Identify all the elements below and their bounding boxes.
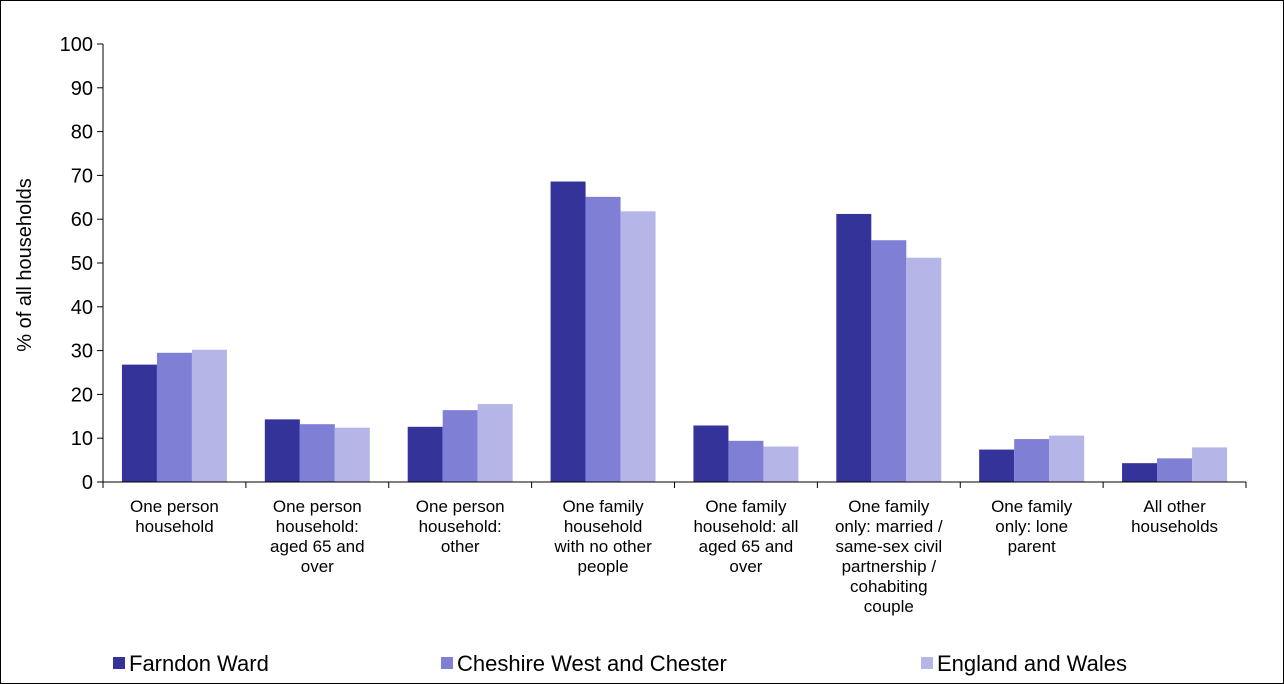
- x-tick-label-line: One person: [130, 497, 219, 516]
- x-tick-label-line: same-sex civil: [835, 537, 942, 556]
- y-tick-label: 90: [71, 78, 93, 100]
- y-axis-title-group: % of all households: [14, 178, 36, 351]
- y-axis-title: % of all households: [14, 178, 36, 351]
- x-tick-label: One person household: other: [416, 497, 505, 556]
- legend: Farndon Ward Cheshire West and Chester Eng…: [113, 651, 1127, 676]
- y-tick-label: 80: [71, 122, 93, 144]
- bar: [477, 404, 513, 482]
- legend-swatch: [113, 657, 125, 669]
- x-tick-label-line: All other: [1143, 497, 1206, 516]
- legend-swatch: [921, 657, 933, 669]
- bar: [871, 240, 907, 482]
- bar: [264, 419, 300, 482]
- x-tick-label-line: households: [1131, 517, 1218, 536]
- x-tick-label: One family only: lone parent: [991, 497, 1073, 556]
- x-tick-label-line: household: all: [693, 517, 798, 536]
- x-tick-label-line: One family: [562, 497, 644, 516]
- x-tick-label: All other households: [1131, 497, 1218, 536]
- y-axis-ticks: 0 10 20 30 40 50 60 70 80 90 100: [60, 34, 103, 494]
- bars: [121, 181, 1228, 483]
- x-tick-label-line: One family: [848, 497, 930, 516]
- bar: [407, 426, 443, 482]
- y-tick-label: 40: [71, 297, 93, 319]
- legend-label: Farndon Ward: [129, 651, 269, 676]
- x-tick-label-line: aged 65 and: [270, 537, 365, 556]
- bar: [550, 181, 586, 483]
- x-tick-label-line: over: [729, 557, 762, 576]
- bar: [1192, 447, 1228, 482]
- bar: [299, 424, 335, 482]
- x-tick-label-line: One family: [705, 497, 787, 516]
- x-tick-label-line: people: [578, 557, 629, 576]
- y-tick-label: 70: [71, 165, 93, 187]
- bar: [1014, 439, 1050, 482]
- legend-label: England and Wales: [937, 651, 1127, 676]
- legend-swatch: [441, 657, 453, 669]
- x-tick-label: One person household: [130, 497, 219, 536]
- y-tick-label: 30: [71, 341, 93, 363]
- bar: [763, 446, 799, 482]
- x-tick-label-line: One family: [991, 497, 1073, 516]
- bar: [1122, 463, 1158, 482]
- bar: [906, 257, 942, 482]
- x-tick-label: One family household: all aged 65 and over: [693, 497, 798, 576]
- bar: [121, 364, 157, 482]
- bar: [1049, 435, 1085, 482]
- bar: [728, 440, 764, 482]
- x-tick-label-line: household:: [419, 517, 502, 536]
- x-tick-label-line: couple: [864, 597, 914, 616]
- y-tick-label: 60: [71, 209, 93, 231]
- y-tick-label: 50: [71, 253, 93, 275]
- bar: [191, 349, 227, 482]
- x-tick-label-line: household:: [276, 517, 359, 536]
- x-tick-label: One family household with no other people: [553, 497, 652, 576]
- legend-label: Cheshire West and Chester: [457, 651, 727, 676]
- x-tick-label: One family only: married / same-sex civil p…: [835, 497, 943, 616]
- bar: [585, 196, 621, 482]
- x-tick-label-line: cohabiting: [850, 577, 928, 596]
- y-tick-label: 10: [71, 428, 93, 450]
- bar: [979, 449, 1015, 482]
- x-tick-label-line: other: [441, 537, 480, 556]
- y-tick-label: 100: [60, 34, 93, 56]
- x-tick-label-line: with no other: [553, 537, 652, 556]
- x-tick-label-line: parent: [1008, 537, 1056, 556]
- y-tick-label: 0: [82, 472, 93, 494]
- x-tick-label-line: only: lone: [995, 517, 1068, 536]
- x-tick-label-line: One person: [416, 497, 505, 516]
- x-tick-label-line: only: married /: [835, 517, 943, 536]
- bar: [334, 427, 370, 482]
- x-tick-label-line: household: [135, 517, 213, 536]
- bar: [693, 425, 729, 482]
- x-tick-label-line: over: [301, 557, 334, 576]
- x-tick-label-line: One person: [273, 497, 362, 516]
- x-tick-label-line: household: [564, 517, 642, 536]
- y-tick-label: 20: [71, 384, 93, 406]
- axes: [102, 44, 1247, 488]
- x-tick-label: One person household: aged 65 and over: [270, 497, 365, 576]
- x-tick-label-line: partnership /: [842, 557, 937, 576]
- x-tick-label-line: aged 65 and: [699, 537, 794, 556]
- bar: [620, 211, 656, 483]
- bar: [156, 352, 192, 482]
- bar: [442, 410, 478, 482]
- bar: [836, 213, 872, 482]
- bar: [1157, 458, 1193, 482]
